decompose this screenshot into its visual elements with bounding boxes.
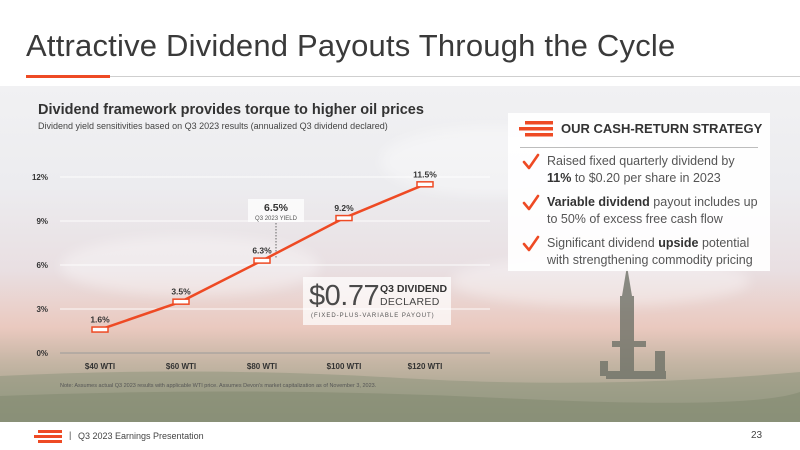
strategy-divider <box>520 147 758 148</box>
drilling-rig-silhouette <box>0 266 800 422</box>
y-tick-label: 6% <box>36 261 48 270</box>
x-tick-label: $40 WTI <box>85 362 115 371</box>
chart-title: Dividend framework provides torque to hi… <box>38 102 424 118</box>
strategy-header: OUR CASH-RETURN STRATEGY <box>508 113 770 143</box>
checkmark-icon <box>522 194 540 211</box>
data-point <box>416 181 434 188</box>
strategy-item-text: Raised fixed quarterly dividend by 11% t… <box>547 154 735 185</box>
strategy-item-text: Significant dividend upside potential wi… <box>547 236 753 267</box>
data-label: 6.3% <box>252 246 272 256</box>
y-tick-label: 3% <box>36 305 48 314</box>
title-divider <box>110 76 800 77</box>
x-tick-label: $60 WTI <box>166 362 196 371</box>
footer-text: Q3 2023 Earnings Presentation <box>78 431 204 441</box>
data-point <box>172 298 190 305</box>
annotation-background <box>248 199 304 222</box>
data-label: 9.2% <box>334 203 354 213</box>
chart-footnote: Note: Assumes actual Q3 2023 results wit… <box>60 383 377 389</box>
x-tick-label: $120 WTI <box>408 362 443 371</box>
data-point <box>91 326 109 333</box>
x-tick-label: $80 WTI <box>247 362 277 371</box>
dividend-callout: $0.77 Q3 DIVIDEND DECLARED (FIXED-PLUS-V… <box>303 277 451 325</box>
data-label: 1.6% <box>90 315 110 325</box>
data-point <box>335 214 353 222</box>
page-number: 23 <box>751 430 763 441</box>
title-accent-rule <box>26 75 110 78</box>
footer-separator: | <box>69 430 72 440</box>
y-tick-label: 9% <box>36 217 48 226</box>
data-label: 3.5% <box>171 287 191 297</box>
y-tick-label: 12% <box>32 173 48 182</box>
cash-return-strategy-panel: OUR CASH-RETURN STRATEGY Raised fixed qu… <box>508 113 770 271</box>
stacked-bars-icon <box>519 121 553 137</box>
dividend-amount: $0.77 <box>309 280 380 312</box>
chart-subtitle: Dividend yield sensitivities based on Q3… <box>38 121 388 131</box>
dividend-caption: (FIXED-PLUS-VARIABLE PAYOUT) <box>311 313 435 319</box>
annotation-label: Q3 2023 YIELD <box>255 216 298 222</box>
strategy-title: OUR CASH-RETURN STRATEGY <box>561 121 763 136</box>
data-point <box>253 257 271 264</box>
slide-title: Attractive Dividend Payouts Through the … <box>26 28 676 63</box>
data-label: 11.5% <box>413 169 437 179</box>
company-logo-icon <box>34 430 62 443</box>
strategy-item-text: Variable dividend payout includes up to … <box>547 195 758 226</box>
annotation-value: 6.5% <box>264 202 289 214</box>
dividend-label-secondary: DECLARED <box>380 296 440 308</box>
checkmark-icon <box>522 153 540 170</box>
checkmark-icon <box>522 235 540 252</box>
y-tick-label: 0% <box>36 349 48 358</box>
x-tick-label: $100 WTI <box>327 362 362 371</box>
dividend-label-primary: Q3 DIVIDEND <box>380 283 448 295</box>
